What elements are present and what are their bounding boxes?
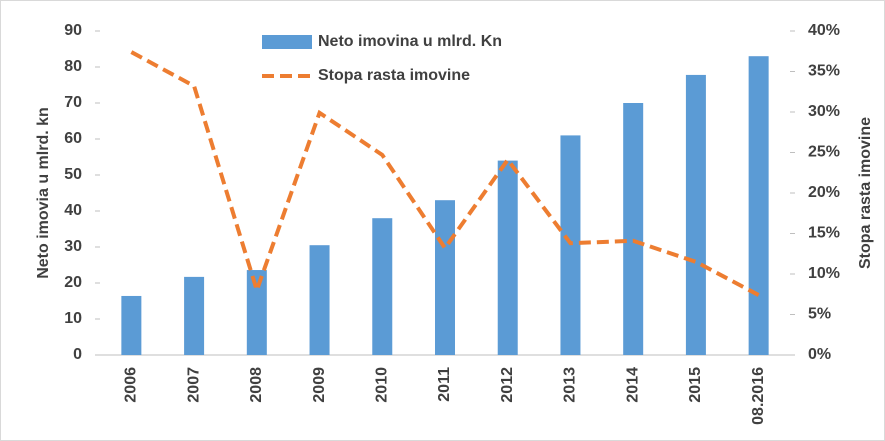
y-tick-label: 50 bbox=[64, 166, 82, 183]
y-tick-label: 70 bbox=[64, 94, 82, 111]
y-tick-label: 30 bbox=[64, 238, 82, 255]
x-tick-label: 2014 bbox=[624, 367, 641, 403]
legend-label: Stopa rasta imovine bbox=[318, 67, 470, 84]
x-tick-label: 2007 bbox=[185, 367, 202, 403]
y2-tick-label: 25% bbox=[808, 144, 840, 161]
y-axis-label: Neto imovia u mlrd. kn bbox=[35, 107, 52, 279]
y-tick-label: 0 bbox=[73, 346, 82, 363]
y2-tick-label: 35% bbox=[808, 63, 840, 80]
bar bbox=[435, 200, 455, 355]
x-tick-label: 2010 bbox=[373, 367, 390, 403]
x-tick-label: 08.2016 bbox=[750, 367, 767, 425]
x-tick-label: 2009 bbox=[311, 367, 328, 403]
y2-tick-label: 20% bbox=[808, 184, 840, 201]
x-tick-label: 2011 bbox=[436, 367, 453, 402]
y-tick-label: 90 bbox=[64, 22, 82, 39]
bar bbox=[309, 245, 330, 355]
bar bbox=[246, 270, 267, 355]
y2-tick-label: 30% bbox=[808, 103, 840, 120]
y2-tick-label: 15% bbox=[808, 225, 840, 242]
bar bbox=[184, 276, 205, 355]
y2-tick-label: 5% bbox=[808, 306, 831, 323]
y2-tick-label: 0% bbox=[808, 346, 831, 363]
x-tick-label: 2012 bbox=[499, 367, 516, 403]
line bbox=[130, 50, 760, 297]
bar bbox=[372, 218, 393, 355]
y-tick-label: 60 bbox=[64, 130, 82, 147]
legend-label: Neto imovina u mlrd. Kn bbox=[318, 33, 502, 50]
x-tick-label: 2013 bbox=[562, 367, 579, 403]
y2-tick-label: 10% bbox=[808, 265, 840, 282]
y-tick-label: 80 bbox=[64, 58, 82, 75]
bar bbox=[685, 74, 706, 356]
y-tick-label: 40 bbox=[64, 202, 82, 219]
y2-axis-label: Stopa rasta imovine bbox=[857, 117, 874, 269]
y-tick-label: 10 bbox=[64, 310, 82, 327]
x-tick-label: 2008 bbox=[248, 367, 265, 403]
y-tick-label: 20 bbox=[64, 274, 82, 291]
legend-swatch bbox=[262, 35, 312, 49]
bar bbox=[748, 56, 769, 355]
bar bbox=[497, 160, 518, 355]
x-tick-label: 2015 bbox=[687, 367, 704, 403]
bar bbox=[623, 103, 644, 355]
y2-tick-label: 40% bbox=[808, 22, 840, 39]
x-tick-label: 2006 bbox=[123, 367, 140, 403]
bar bbox=[121, 295, 142, 355]
